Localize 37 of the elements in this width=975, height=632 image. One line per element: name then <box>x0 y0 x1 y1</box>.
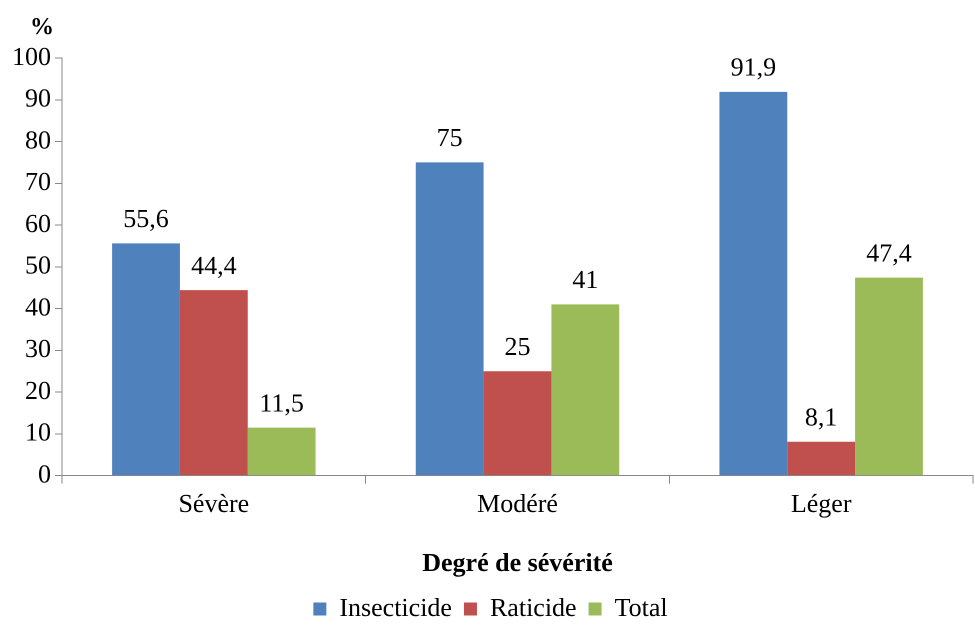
data-label: 91,9 <box>730 52 776 82</box>
bar <box>416 162 484 476</box>
bar <box>112 243 180 476</box>
y-tick-label: 20 <box>25 376 51 405</box>
bar <box>484 371 552 476</box>
y-tick-label: 80 <box>25 125 51 154</box>
data-label: 44,4 <box>191 251 237 280</box>
bar <box>248 428 316 476</box>
y-tick-label: 30 <box>25 334 51 364</box>
data-label: 41 <box>572 265 598 294</box>
data-label: 75 <box>436 123 463 152</box>
y-tick-label: 50 <box>25 250 51 280</box>
bar <box>855 278 923 476</box>
bar <box>180 290 248 476</box>
data-label: 47,4 <box>866 238 912 268</box>
legend-label: Insecticide <box>339 592 452 622</box>
bar <box>787 442 856 476</box>
data-label: 25 <box>504 332 530 362</box>
bar <box>719 92 788 476</box>
x-axis-title: Degré de sévérité <box>422 548 613 578</box>
y-tick-label: 60 <box>25 208 51 238</box>
legend-label: Raticide <box>490 592 577 622</box>
data-label: 8,1 <box>804 402 838 432</box>
x-tick-label: Modéré <box>477 489 558 518</box>
x-tick-label: Sévère <box>178 489 250 518</box>
data-label: 11,5 <box>259 388 304 418</box>
y-tick-label: 70 <box>25 167 51 196</box>
bar <box>551 304 620 476</box>
y-tick-label: 40 <box>25 292 51 322</box>
x-tick-label: Léger <box>790 489 852 518</box>
data-label: 55,6 <box>123 204 169 234</box>
legend-label: Total <box>614 592 668 622</box>
y-tick-label: 90 <box>25 84 51 113</box>
y-tick-label: 100 <box>12 42 51 71</box>
y-tick-label: 0 <box>38 459 51 488</box>
y-tick-label: 10 <box>25 418 51 447</box>
y-axis-title: % <box>30 14 54 40</box>
